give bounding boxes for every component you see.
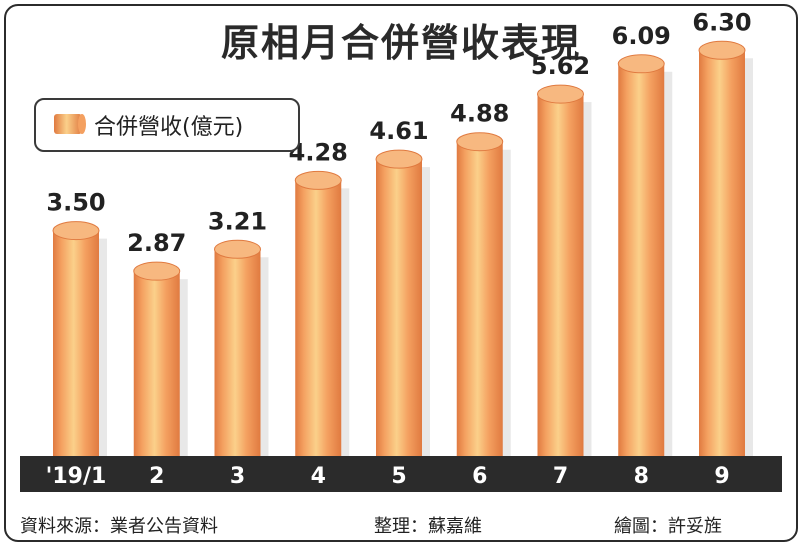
bar-top-cap	[617, 54, 665, 74]
bar-value-label: 5.62	[531, 52, 590, 80]
bar-value-label: 6.30	[692, 8, 751, 36]
bar-top-cap	[214, 239, 261, 259]
x-tick-label: '19/1	[46, 464, 107, 489]
x-tick-label: 3	[230, 464, 245, 489]
bar	[456, 141, 503, 456]
x-tick-label: 5	[391, 464, 406, 489]
bar-value-label: 2.87	[127, 229, 186, 257]
bar-top-cap	[52, 221, 100, 241]
legend-label: 合併營收(億元)	[94, 115, 244, 140]
bar	[618, 63, 665, 456]
footer-source: 資料來源：業者公告資料	[20, 516, 218, 537]
bar	[53, 230, 99, 456]
legend: 合併營收(億元)	[34, 98, 300, 152]
x-tick-label: 9	[714, 464, 729, 489]
x-tick-label: 8	[634, 464, 649, 489]
bar-top-cap	[375, 149, 423, 169]
chart-title: 原相月合併營收表現	[220, 21, 581, 65]
bar-top-cap	[294, 170, 342, 190]
x-tick-label: 4	[311, 464, 326, 489]
bar-value-label: 4.61	[369, 117, 428, 145]
x-tick-label: 6	[472, 464, 487, 489]
footer-editor: 整理：蘇嘉維	[374, 516, 482, 537]
bar	[699, 50, 745, 456]
x-axis-band	[20, 456, 782, 492]
bar-top-cap	[698, 40, 746, 60]
legend-swatch-icon	[54, 114, 86, 134]
footer-illustrator: 繪圖：許妥旌	[614, 516, 722, 537]
footer: 資料來源：業者公告資料 整理：蘇嘉維 繪圖：許妥旌	[6, 504, 796, 540]
bar-value-label: 3.50	[46, 189, 105, 217]
chart-frame: 原相月合併營收表現 3.50'19/1 2.87 2 3.21 3 4.28 4 4.61 5 4…	[4, 4, 798, 542]
bar-value-label: 6.09	[612, 22, 671, 50]
bar-top-cap	[456, 132, 504, 152]
bar	[295, 180, 342, 457]
bar-value-label: 3.21	[208, 207, 267, 235]
x-tick-label: 7	[553, 464, 568, 489]
bar	[376, 159, 422, 456]
bar	[537, 94, 584, 457]
x-tick-label: 2	[149, 464, 164, 489]
bar	[133, 271, 180, 456]
bar-top-cap	[133, 261, 181, 281]
bar-top-cap	[537, 84, 584, 104]
bar-value-label: 4.88	[450, 100, 509, 128]
bar	[214, 249, 261, 456]
bar-chart: 3.50'19/12.8723.2134.2844.6154.8865.6276…	[20, 8, 782, 492]
